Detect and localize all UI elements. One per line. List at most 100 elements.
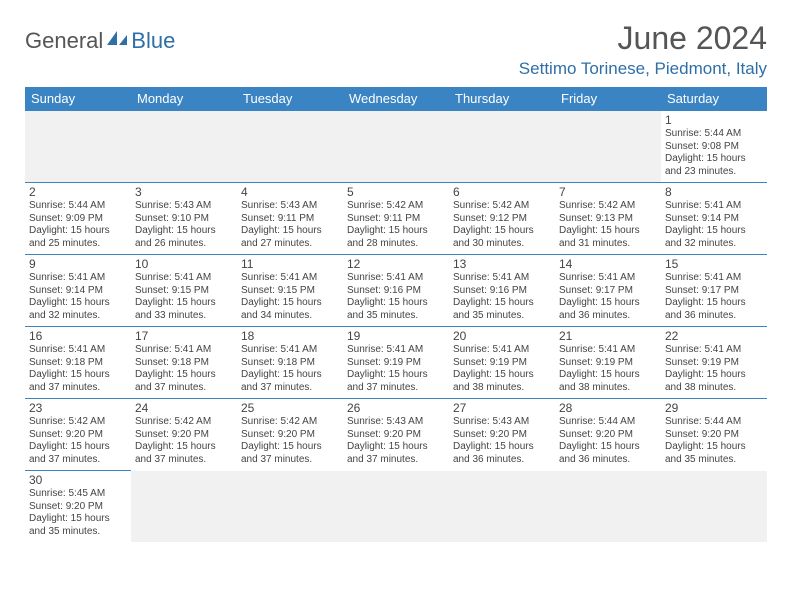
day-number: 22 [665, 329, 763, 343]
day-info-line: Sunrise: 5:44 AM [665, 128, 763, 141]
day-number: 9 [29, 257, 127, 271]
day-info-line: Sunset: 9:08 PM [665, 141, 763, 154]
day-info: Sunrise: 5:42 AMSunset: 9:20 PMDaylight:… [135, 416, 233, 466]
calendar-cell: 2Sunrise: 5:44 AMSunset: 9:09 PMDaylight… [25, 183, 131, 255]
calendar-cell: 7Sunrise: 5:42 AMSunset: 9:13 PMDaylight… [555, 183, 661, 255]
calendar-cell: 14Sunrise: 5:41 AMSunset: 9:17 PMDayligh… [555, 255, 661, 327]
day-number: 6 [453, 185, 551, 199]
day-info-line: Sunrise: 5:41 AM [241, 272, 339, 285]
day-info-line: Sunrise: 5:41 AM [241, 344, 339, 357]
day-info-line: Daylight: 15 hours and 37 minutes. [29, 369, 127, 394]
day-number: 18 [241, 329, 339, 343]
day-info-line: Daylight: 15 hours and 35 minutes. [453, 297, 551, 322]
day-info-line: Sunset: 9:13 PM [559, 213, 657, 226]
day-info-line: Sunrise: 5:41 AM [135, 344, 233, 357]
day-info-line: Daylight: 15 hours and 36 minutes. [559, 297, 657, 322]
calendar-cell: 11Sunrise: 5:41 AMSunset: 9:15 PMDayligh… [237, 255, 343, 327]
day-number: 20 [453, 329, 551, 343]
day-info: Sunrise: 5:41 AMSunset: 9:15 PMDaylight:… [135, 272, 233, 322]
calendar-cell [25, 111, 131, 183]
day-info-line: Sunrise: 5:41 AM [559, 344, 657, 357]
day-info-line: Sunset: 9:16 PM [453, 285, 551, 298]
day-info-line: Sunset: 9:19 PM [559, 357, 657, 370]
day-info: Sunrise: 5:41 AMSunset: 9:16 PMDaylight:… [347, 272, 445, 322]
calendar-cell [449, 111, 555, 183]
day-info-line: Sunset: 9:18 PM [135, 357, 233, 370]
day-number: 12 [347, 257, 445, 271]
calendar-table: SundayMondayTuesdayWednesdayThursdayFrid… [25, 87, 767, 542]
day-info-line: Daylight: 15 hours and 37 minutes. [347, 369, 445, 394]
calendar-cell [131, 471, 237, 543]
location-subtitle: Settimo Torinese, Piedmont, Italy [519, 59, 767, 79]
day-info: Sunrise: 5:41 AMSunset: 9:17 PMDaylight:… [665, 272, 763, 322]
day-info-line: Sunrise: 5:42 AM [453, 200, 551, 213]
day-info-line: Sunrise: 5:42 AM [559, 200, 657, 213]
calendar-cell: 25Sunrise: 5:42 AMSunset: 9:20 PMDayligh… [237, 399, 343, 471]
day-info-line: Daylight: 15 hours and 35 minutes. [29, 513, 127, 538]
calendar-cell [661, 471, 767, 543]
day-number: 29 [665, 401, 763, 415]
day-info-line: Sunset: 9:19 PM [453, 357, 551, 370]
calendar-header: SundayMondayTuesdayWednesdayThursdayFrid… [25, 87, 767, 111]
day-number: 14 [559, 257, 657, 271]
day-info-line: Daylight: 15 hours and 37 minutes. [241, 441, 339, 466]
day-number: 3 [135, 185, 233, 199]
day-info: Sunrise: 5:41 AMSunset: 9:14 PMDaylight:… [29, 272, 127, 322]
day-info: Sunrise: 5:41 AMSunset: 9:18 PMDaylight:… [241, 344, 339, 394]
day-info-line: Sunrise: 5:41 AM [453, 344, 551, 357]
day-number: 24 [135, 401, 233, 415]
day-info: Sunrise: 5:41 AMSunset: 9:16 PMDaylight:… [453, 272, 551, 322]
weekday-header: Sunday [25, 87, 131, 111]
sail-icon [107, 29, 129, 52]
logo: General Blue [25, 28, 175, 54]
calendar-cell: 29Sunrise: 5:44 AMSunset: 9:20 PMDayligh… [661, 399, 767, 471]
calendar-cell: 3Sunrise: 5:43 AMSunset: 9:10 PMDaylight… [131, 183, 237, 255]
day-info-line: Sunset: 9:09 PM [29, 213, 127, 226]
calendar-cell: 13Sunrise: 5:41 AMSunset: 9:16 PMDayligh… [449, 255, 555, 327]
day-info-line: Sunset: 9:11 PM [347, 213, 445, 226]
weekday-header: Monday [131, 87, 237, 111]
calendar-cell: 17Sunrise: 5:41 AMSunset: 9:18 PMDayligh… [131, 327, 237, 399]
calendar-cell: 24Sunrise: 5:42 AMSunset: 9:20 PMDayligh… [131, 399, 237, 471]
calendar-cell: 4Sunrise: 5:43 AMSunset: 9:11 PMDaylight… [237, 183, 343, 255]
calendar-week: 9Sunrise: 5:41 AMSunset: 9:14 PMDaylight… [25, 255, 767, 327]
day-number: 11 [241, 257, 339, 271]
day-info-line: Sunrise: 5:45 AM [29, 488, 127, 501]
day-number: 7 [559, 185, 657, 199]
day-info-line: Sunset: 9:19 PM [665, 357, 763, 370]
day-number: 19 [347, 329, 445, 343]
calendar-week: 2Sunrise: 5:44 AMSunset: 9:09 PMDaylight… [25, 183, 767, 255]
weekday-header: Thursday [449, 87, 555, 111]
month-title: June 2024 [519, 20, 767, 57]
day-number: 25 [241, 401, 339, 415]
day-info-line: Sunset: 9:15 PM [241, 285, 339, 298]
calendar-week: 23Sunrise: 5:42 AMSunset: 9:20 PMDayligh… [25, 399, 767, 471]
day-info-line: Daylight: 15 hours and 32 minutes. [665, 225, 763, 250]
day-info: Sunrise: 5:41 AMSunset: 9:18 PMDaylight:… [29, 344, 127, 394]
calendar-cell: 12Sunrise: 5:41 AMSunset: 9:16 PMDayligh… [343, 255, 449, 327]
calendar-cell [131, 111, 237, 183]
day-info-line: Sunset: 9:20 PM [29, 429, 127, 442]
day-number: 10 [135, 257, 233, 271]
day-number: 16 [29, 329, 127, 343]
day-info: Sunrise: 5:41 AMSunset: 9:15 PMDaylight:… [241, 272, 339, 322]
day-info-line: Daylight: 15 hours and 35 minutes. [665, 441, 763, 466]
day-info-line: Sunset: 9:20 PM [665, 429, 763, 442]
day-info-line: Sunrise: 5:41 AM [347, 344, 445, 357]
day-info-line: Sunset: 9:20 PM [559, 429, 657, 442]
calendar-cell: 5Sunrise: 5:42 AMSunset: 9:11 PMDaylight… [343, 183, 449, 255]
day-info-line: Sunset: 9:20 PM [135, 429, 233, 442]
day-info-line: Daylight: 15 hours and 37 minutes. [135, 441, 233, 466]
day-info: Sunrise: 5:43 AMSunset: 9:20 PMDaylight:… [347, 416, 445, 466]
day-info-line: Sunset: 9:20 PM [29, 501, 127, 514]
day-number: 26 [347, 401, 445, 415]
day-info: Sunrise: 5:42 AMSunset: 9:13 PMDaylight:… [559, 200, 657, 250]
day-number: 17 [135, 329, 233, 343]
day-number: 15 [665, 257, 763, 271]
day-info-line: Sunset: 9:16 PM [347, 285, 445, 298]
day-info: Sunrise: 5:41 AMSunset: 9:19 PMDaylight:… [665, 344, 763, 394]
day-info-line: Sunrise: 5:42 AM [29, 416, 127, 429]
day-info: Sunrise: 5:43 AMSunset: 9:20 PMDaylight:… [453, 416, 551, 466]
calendar-cell [237, 111, 343, 183]
day-info-line: Daylight: 15 hours and 31 minutes. [559, 225, 657, 250]
